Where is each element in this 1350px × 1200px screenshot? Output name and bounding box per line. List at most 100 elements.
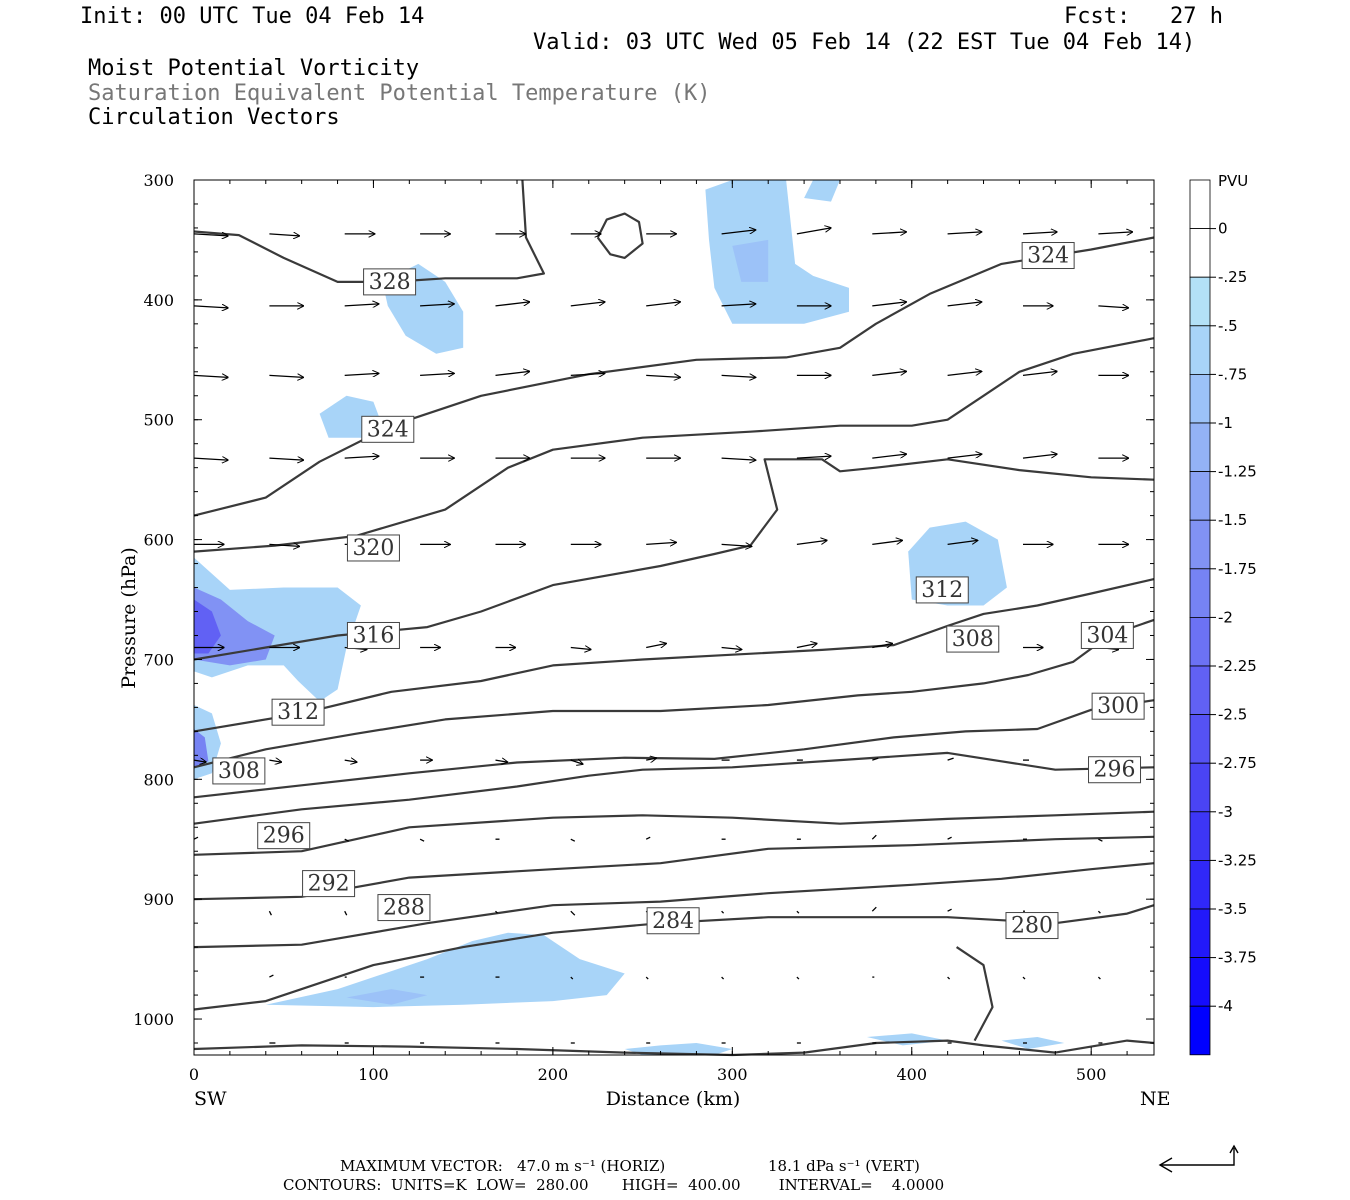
colorbar-label: -2 bbox=[1218, 608, 1233, 626]
colorbar-swatch bbox=[1189, 373, 1211, 424]
x-tick-label: 400 bbox=[896, 1065, 927, 1084]
svg-text:328: 328 bbox=[369, 270, 411, 295]
field-title-vectors: Circulation Vectors bbox=[88, 105, 340, 130]
svg-text:320: 320 bbox=[352, 536, 394, 561]
x-tick-label: 0 bbox=[189, 1065, 199, 1084]
circulation-vector bbox=[193, 458, 228, 460]
circulation-vector bbox=[947, 908, 952, 912]
contour-line-4 bbox=[193, 458, 1155, 661]
reference-vector-icon bbox=[1158, 1144, 1239, 1173]
circulation-vector bbox=[721, 304, 756, 306]
circulation-vector bbox=[721, 976, 725, 980]
colorbar-label: -1.25 bbox=[1218, 463, 1257, 481]
circulation-vector bbox=[947, 302, 982, 307]
circulation-vector bbox=[193, 760, 206, 762]
ne-endpoint-label: NE bbox=[1140, 1088, 1171, 1110]
contour-label: 308 bbox=[946, 625, 1000, 653]
circulation-vector bbox=[1022, 371, 1057, 377]
colorbar-swatch bbox=[1189, 860, 1211, 910]
sw-endpoint-label: SW bbox=[194, 1088, 227, 1110]
circulation-vector bbox=[646, 542, 676, 544]
colorbar-swatch bbox=[1189, 325, 1211, 375]
circulation-vector bbox=[1022, 976, 1026, 980]
circulation-vector bbox=[1022, 232, 1057, 234]
pv-region-9 bbox=[804, 180, 840, 202]
contour-label: 288 bbox=[377, 894, 431, 922]
circulation-vector bbox=[646, 302, 680, 307]
circulation-vector bbox=[420, 304, 454, 306]
colorbar-swatch bbox=[1189, 665, 1211, 715]
svg-text:296: 296 bbox=[1094, 758, 1136, 783]
colorbar-swatch bbox=[1189, 568, 1211, 618]
pv-shading-layer bbox=[194, 180, 1065, 1055]
forecast-hour: Fcst: 27 h bbox=[1064, 4, 1223, 29]
pv-colorbar: 0 -.25 -.5 -.75 -1 -1.25 -1.5 -1.75 -2 -2.25 -2.5 -… bbox=[1189, 179, 1257, 1056]
circulation-vector bbox=[570, 373, 605, 375]
colorbar-swatch bbox=[1189, 519, 1211, 570]
circulation-vector bbox=[796, 456, 831, 458]
circulation-vector bbox=[269, 974, 274, 978]
colorbar-swatch bbox=[1189, 422, 1211, 472]
y-tick-label: 500 bbox=[143, 411, 174, 430]
circulation-vector bbox=[796, 910, 800, 914]
svg-text:304: 304 bbox=[1086, 623, 1128, 648]
contour-label: 312 bbox=[271, 698, 325, 726]
pv-region-2 bbox=[194, 599, 221, 654]
colorbar-label: -2.25 bbox=[1218, 657, 1257, 675]
colorbar-label: -2.5 bbox=[1218, 706, 1247, 724]
circulation-vector bbox=[721, 910, 725, 914]
x-axis-title: Distance (km) bbox=[606, 1088, 741, 1110]
colorbar-label: -3 bbox=[1218, 803, 1233, 821]
circulation-vector bbox=[947, 836, 952, 840]
y-tick-label: 700 bbox=[143, 650, 174, 669]
field-title-theta-es: Saturation Equivalent Potential Temperat… bbox=[88, 81, 711, 106]
colorbar-label: 0 bbox=[1218, 220, 1228, 238]
contour-label: 296 bbox=[1088, 756, 1142, 784]
contour-label: 296 bbox=[257, 822, 311, 850]
circulation-vector bbox=[796, 540, 827, 546]
y-tick-label: 300 bbox=[143, 171, 174, 190]
circulation-vector bbox=[796, 228, 831, 235]
circulation-vector bbox=[1098, 306, 1128, 308]
circulation-vector bbox=[872, 540, 902, 546]
colorbar-label: -.5 bbox=[1218, 317, 1238, 335]
colorbar-swatch bbox=[1189, 1005, 1211, 1056]
circulation-vector bbox=[947, 757, 954, 761]
contour-label: 308 bbox=[212, 757, 266, 785]
max-vector-vert: 18.1 dPa s⁻¹ (VERT) bbox=[768, 1157, 920, 1175]
circulation-vector bbox=[872, 644, 892, 648]
colorbar-swatch bbox=[1189, 617, 1211, 667]
circulation-vector bbox=[947, 371, 982, 377]
circulation-vector bbox=[721, 230, 756, 235]
colorbar-unit: PVU bbox=[1218, 172, 1248, 190]
circulation-vector bbox=[721, 458, 756, 460]
colorbar-label: -1.5 bbox=[1218, 511, 1247, 529]
circulation-vector bbox=[344, 456, 379, 458]
circulation-vector bbox=[420, 373, 454, 375]
contour-line-0 bbox=[193, 179, 545, 283]
contour-label: 324 bbox=[1021, 242, 1075, 270]
circulation-vector bbox=[947, 976, 951, 980]
contour-line-15 bbox=[193, 862, 1155, 949]
contour-label: 304 bbox=[1080, 621, 1134, 649]
circulation-vector bbox=[646, 375, 680, 377]
circulation-vector bbox=[570, 760, 583, 764]
contour-label: 300 bbox=[1091, 692, 1145, 720]
contour-label: 316 bbox=[346, 621, 400, 649]
contour-info: CONTOURS: UNITS=K LOW= 280.00 HIGH= 400.… bbox=[283, 1176, 945, 1194]
circulation-vector bbox=[269, 234, 299, 236]
circulation-vector bbox=[193, 375, 228, 377]
svg-text:312: 312 bbox=[277, 700, 319, 725]
init-time: Init: 00 UTC Tue 04 Feb 14 bbox=[80, 4, 425, 29]
circulation-vector bbox=[495, 910, 498, 914]
circulation-vector bbox=[947, 540, 978, 546]
circulation-vector bbox=[344, 838, 349, 842]
contour-line-10 bbox=[193, 699, 1155, 799]
svg-text:296: 296 bbox=[263, 824, 305, 849]
circulation-vector bbox=[1098, 232, 1132, 234]
circulation-vector bbox=[1097, 976, 1101, 980]
colorbar-label: -3.5 bbox=[1218, 900, 1247, 918]
x-tick-label: 200 bbox=[538, 1065, 569, 1084]
field-title-pv: Moist Potential Vorticity bbox=[88, 56, 420, 81]
